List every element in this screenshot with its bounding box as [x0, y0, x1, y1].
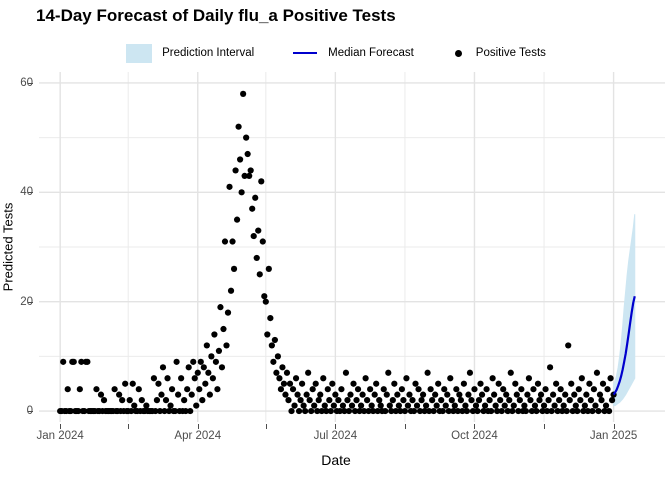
plot-panel: [39, 72, 665, 422]
x-tick-label: Jan 2024: [36, 430, 84, 442]
legend-label-prediction-interval: Prediction Interval: [162, 47, 255, 59]
y-tick-mark: [28, 301, 33, 303]
y-tick-label: 60: [20, 76, 33, 89]
x-tick-mark: [60, 424, 62, 429]
positive-tests-points: [57, 90, 617, 415]
x-minor-tick-mark: [128, 424, 130, 429]
x-tick-label: Oct 2024: [451, 430, 498, 442]
median-forecast-line: [612, 295, 636, 396]
minor-gridlines: [39, 72, 665, 422]
median-forecast-line-icon: [292, 44, 318, 63]
legend-label-median-forecast: Median Forecast: [328, 47, 414, 59]
prediction-interval-swatch-icon: [126, 43, 153, 63]
legend-label-positive-tests: Positive Tests: [475, 47, 546, 59]
x-tick-label: Apr 2024: [174, 430, 222, 442]
legend-item-prediction-interval[interactable]: Prediction Interval: [126, 43, 255, 63]
prediction-interval-ribbon: [613, 214, 636, 407]
y-tick-label: 20: [20, 295, 33, 308]
x-tick-mark: [197, 424, 199, 429]
y-tick-mark: [28, 411, 33, 413]
x-axis-title: Date: [321, 452, 351, 468]
legend-item-median-forecast[interactable]: Median Forecast: [292, 44, 414, 63]
y-axis-ticks: 0204060: [0, 72, 33, 422]
chart-legend: Prediction Interval Median Forecast Posi…: [0, 42, 672, 64]
x-tick-label: Jul 2024: [313, 430, 358, 442]
y-tick-mark: [28, 82, 33, 84]
positive-tests-point-icon: [452, 44, 466, 63]
plot-svg: [39, 72, 665, 422]
x-minor-tick-mark: [265, 424, 267, 429]
y-tick-label: 40: [20, 186, 33, 199]
x-tick-mark: [474, 424, 476, 429]
x-tick-label: Jan 2025: [589, 430, 638, 442]
chart-title: 14-Day Forecast of Daily flu_a Positive …: [36, 6, 396, 25]
x-tick-mark: [613, 424, 615, 429]
y-tick-mark: [28, 192, 33, 194]
x-tick-mark: [335, 424, 337, 429]
x-axis-ticks: Jan 2024 Apr 2024 Jul 2024 Oct 2024 Jan 2025: [36, 424, 665, 448]
x-minor-tick-mark: [544, 424, 546, 429]
x-minor-tick-mark: [404, 424, 406, 429]
legend-item-positive-tests[interactable]: Positive Tests: [452, 44, 546, 63]
